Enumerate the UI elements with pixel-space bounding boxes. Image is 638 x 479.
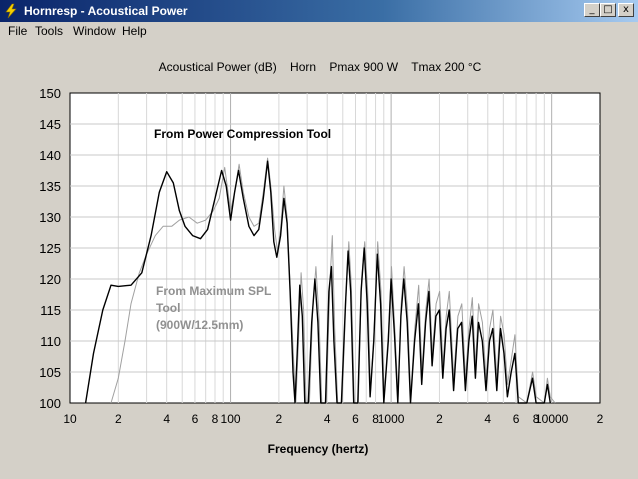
annotation-max-spl-line2: Tool [156,301,180,315]
annotation-max-spl-line3: (900W/12.5mm) [156,318,243,332]
menu-file[interactable]: File [8,24,28,38]
menu-tools[interactable]: Tools [35,24,64,38]
menu-window[interactable]: Window [73,24,116,38]
chart-area: Acoustical Power (dB) Horn Pmax 900 W Tm… [0,40,638,474]
y-tick-label: 110 [40,334,61,349]
y-tick-label: 120 [39,272,61,287]
chart-series [84,157,556,404]
y-tick-label: 145 [39,117,61,132]
close-button[interactable]: x [618,3,634,17]
x-tick-label: 4 [484,412,491,426]
x-tick-label: 6 [352,412,359,426]
y-tick-label: 130 [39,210,61,225]
minimize-button[interactable]: _ [584,3,600,17]
x-tick-label: 8 [533,412,540,426]
y-tick-label: 135 [39,179,61,194]
y-tick-label: 125 [39,241,61,256]
annotation-max-spl-line1: From Maximum SPL [156,284,271,298]
x-axis-label: Frequency (hertz) [268,442,369,456]
title-bar[interactable]: Hornresp - Acoustical Power _ □ x [0,0,638,22]
y-tick-label: 100 [39,396,61,411]
menu-bar: File Tools Window Help [0,22,638,40]
x-tick-label: 8 [212,412,219,426]
x-tick-label: 1000 [378,412,405,426]
x-tick-label: 6 [513,412,520,426]
x-tick-label: 2 [597,412,604,426]
acoustical-power-chart: Acoustical Power (dB) Horn Pmax 900 W Tm… [39,60,603,456]
x-tick-label: 2 [436,412,443,426]
maximize-button[interactable]: □ [600,3,616,17]
y-tick-label: 150 [39,86,61,101]
lightning-bolt-icon [5,3,17,19]
annotation-power-compression: From Power Compression Tool [154,127,331,141]
y-axis-labels: 100 105 110 115 120 125 130 135 140 145 150 [39,86,61,411]
menu-help[interactable]: Help [122,24,147,38]
x-tick-label: 4 [163,412,170,426]
x-tick-label: 6 [192,412,199,426]
x-tick-label: 10 [63,412,77,426]
x-tick-label: 2 [115,412,122,426]
chart-title: Acoustical Power (dB) Horn Pmax 900 W Tm… [159,60,482,74]
x-tick-label: 10000 [535,412,569,426]
y-tick-label: 115 [40,303,61,318]
window-title: Hornresp - Acoustical Power [24,4,188,18]
y-tick-label: 140 [39,148,61,163]
x-tick-label: 4 [324,412,331,426]
x-tick-label: 100 [221,412,241,426]
x-tick-label: 2 [276,412,283,426]
power-compression-series [84,160,551,404]
y-tick-label: 105 [39,365,61,380]
x-tick-label: 8 [372,412,379,426]
